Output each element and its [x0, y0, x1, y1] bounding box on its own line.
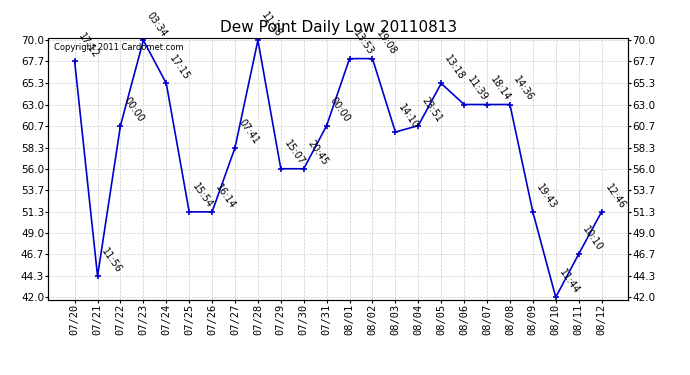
Text: 07:41: 07:41: [237, 118, 261, 146]
Text: 11:58: 11:58: [259, 10, 284, 39]
Text: 13:53: 13:53: [351, 28, 375, 57]
Text: 15:07: 15:07: [282, 139, 306, 167]
Text: 19:08: 19:08: [374, 29, 398, 57]
Text: 10:10: 10:10: [580, 224, 604, 253]
Text: 17:12: 17:12: [76, 31, 100, 60]
Text: 20:45: 20:45: [305, 139, 329, 167]
Text: 11:39: 11:39: [466, 75, 490, 103]
Text: 19:43: 19:43: [534, 182, 558, 210]
Text: 03:34: 03:34: [145, 10, 169, 39]
Text: 23:51: 23:51: [420, 96, 444, 124]
Text: 13:18: 13:18: [442, 54, 466, 82]
Text: 14:10: 14:10: [397, 102, 421, 130]
Text: 16:14: 16:14: [213, 182, 237, 210]
Text: 11:44: 11:44: [557, 267, 581, 296]
Text: 00:00: 00:00: [122, 96, 146, 124]
Text: 00:00: 00:00: [328, 96, 352, 124]
Title: Dew Point Daily Low 20110813: Dew Point Daily Low 20110813: [219, 20, 457, 35]
Text: 18:14: 18:14: [489, 75, 513, 103]
Text: 14:36: 14:36: [511, 75, 535, 103]
Text: 11:56: 11:56: [99, 246, 123, 275]
Text: 17:15: 17:15: [168, 53, 192, 82]
Text: Copyright 2011 Cardomet.com: Copyright 2011 Cardomet.com: [54, 43, 184, 52]
Text: 12:46: 12:46: [603, 182, 627, 210]
Text: 15:54: 15:54: [190, 182, 215, 210]
